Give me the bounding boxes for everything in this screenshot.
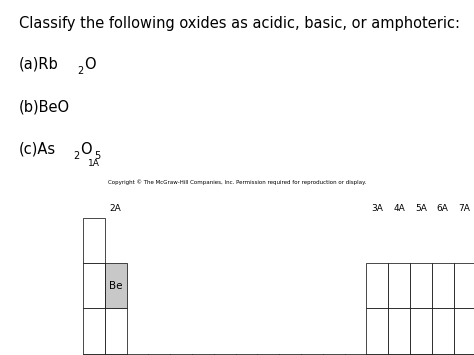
Bar: [170, 354, 192, 355]
Bar: [366, 354, 388, 355]
Text: 3A: 3A: [371, 204, 383, 213]
Bar: [301, 354, 323, 355]
Text: 4A: 4A: [393, 204, 405, 213]
Bar: [236, 354, 257, 355]
Bar: [83, 354, 105, 355]
Bar: [105, 263, 127, 308]
Text: O: O: [84, 57, 96, 72]
Bar: [454, 354, 474, 355]
Bar: [454, 308, 474, 354]
Bar: [388, 263, 410, 308]
Text: 2: 2: [73, 151, 80, 161]
Bar: [192, 354, 214, 355]
Bar: [410, 354, 432, 355]
Text: (b)BeO: (b)BeO: [19, 99, 70, 114]
Text: (c)As: (c)As: [19, 142, 56, 157]
Text: O: O: [80, 142, 91, 157]
Text: 5: 5: [94, 151, 100, 161]
Bar: [148, 354, 170, 355]
Bar: [105, 308, 127, 354]
Bar: [257, 354, 279, 355]
Bar: [279, 354, 301, 355]
Bar: [410, 308, 432, 354]
Text: Classify the following oxides as acidic, basic, or amphoteric:: Classify the following oxides as acidic,…: [19, 16, 460, 31]
Text: 6A: 6A: [437, 204, 449, 213]
Text: 5A: 5A: [415, 204, 427, 213]
Bar: [410, 263, 432, 308]
Bar: [105, 354, 127, 355]
Bar: [388, 308, 410, 354]
Text: Be: Be: [109, 281, 122, 291]
Bar: [83, 263, 105, 308]
Bar: [366, 308, 388, 354]
Bar: [432, 308, 454, 354]
Bar: [127, 354, 148, 355]
Bar: [83, 308, 105, 354]
Bar: [83, 218, 105, 263]
Text: Copyright © The McGraw-Hill Companies, Inc. Permission required for reproduction: Copyright © The McGraw-Hill Companies, I…: [108, 179, 366, 185]
Text: 2A: 2A: [110, 204, 121, 213]
Bar: [432, 354, 454, 355]
Text: (a)Rb: (a)Rb: [19, 57, 59, 72]
Text: 1A: 1A: [88, 159, 100, 168]
Bar: [214, 354, 236, 355]
Text: 7A: 7A: [458, 204, 471, 213]
Bar: [345, 354, 366, 355]
Bar: [454, 263, 474, 308]
Bar: [366, 263, 388, 308]
Text: 2: 2: [77, 66, 83, 76]
Bar: [388, 354, 410, 355]
Bar: [323, 354, 345, 355]
Bar: [432, 263, 454, 308]
